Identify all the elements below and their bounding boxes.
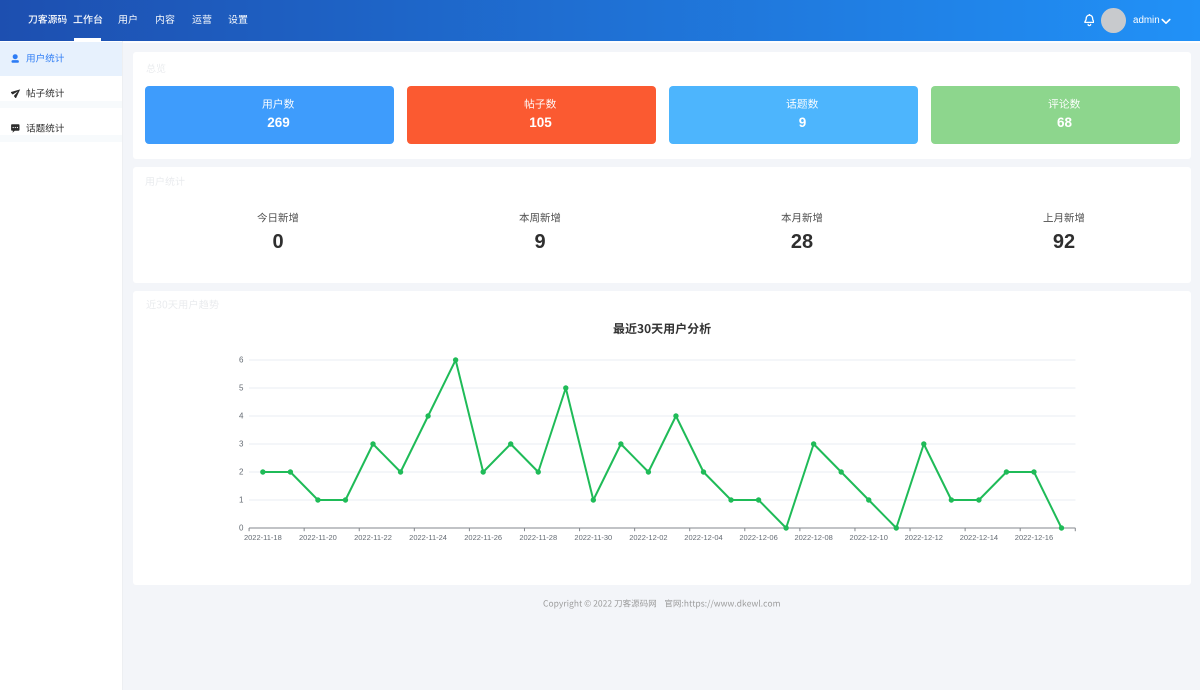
svg-text:2022-11-22: 2022-11-22 [354,533,392,542]
svg-text:2022-11-26: 2022-11-26 [464,533,502,542]
svg-text:0: 0 [239,523,244,532]
svg-text:2022-12-14: 2022-12-14 [960,533,998,542]
svg-text:5: 5 [239,383,244,392]
svg-text:6: 6 [239,355,244,364]
svg-text:2022-11-30: 2022-11-30 [574,533,612,542]
svg-text:2022-12-02: 2022-12-02 [629,533,667,542]
svg-text:2022-12-12: 2022-12-12 [905,533,943,542]
svg-text:1: 1 [239,495,244,504]
svg-text:4: 4 [239,411,244,420]
svg-text:2022-12-04: 2022-12-04 [684,533,722,542]
svg-text:2022-11-20: 2022-11-20 [299,533,337,542]
svg-text:2: 2 [239,467,244,476]
svg-text:2022-12-10: 2022-12-10 [850,533,888,542]
svg-text:2022-11-28: 2022-11-28 [519,533,557,542]
svg-text:3: 3 [239,439,244,448]
svg-text:2022-11-18: 2022-11-18 [244,533,282,542]
svg-text:2022-11-24: 2022-11-24 [409,533,447,542]
svg-text:2022-12-06: 2022-12-06 [739,533,777,542]
svg-text:2022-12-08: 2022-12-08 [794,533,832,542]
svg-text:2022-12-16: 2022-12-16 [1015,533,1053,542]
